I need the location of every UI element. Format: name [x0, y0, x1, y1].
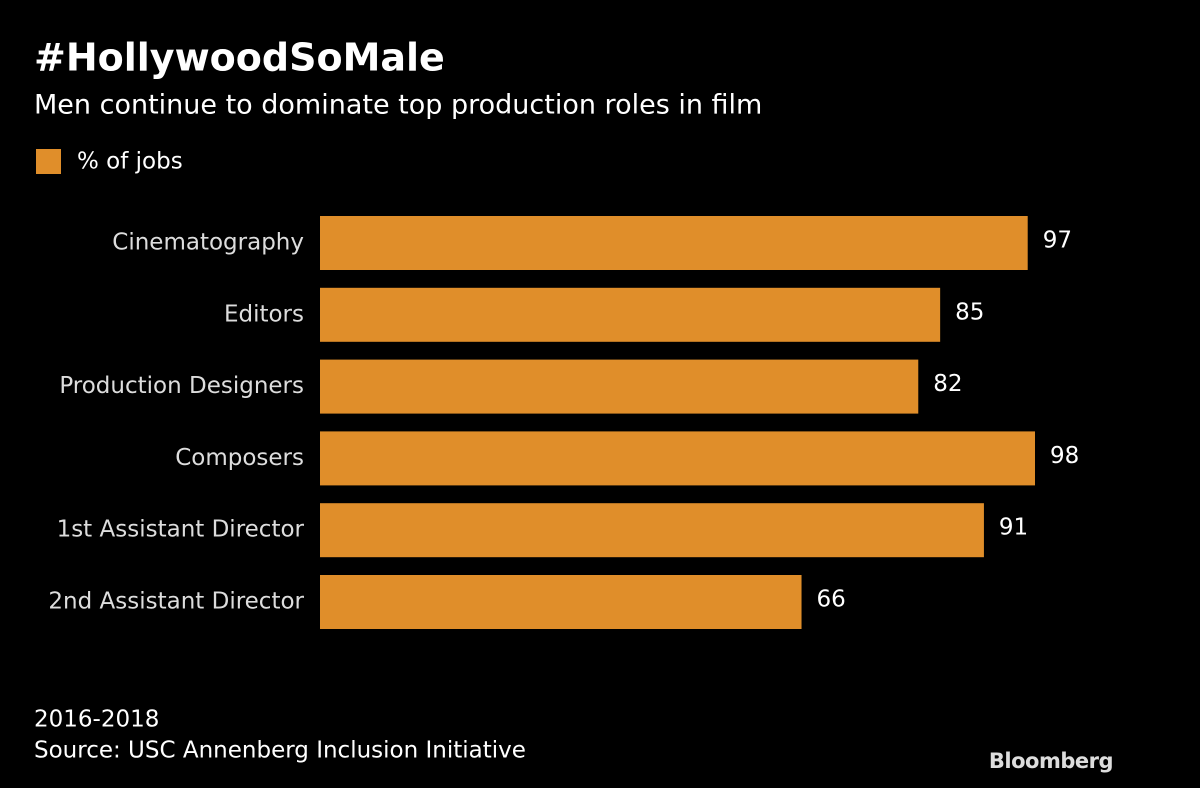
category-label: Production Designers [59, 373, 304, 399]
value-label: 85 [955, 299, 984, 325]
source-note: Source: USC Annenberg Inclusion Initiati… [34, 738, 526, 764]
chart-title: #HollywoodSoMale [34, 36, 445, 80]
value-label: 66 [817, 587, 846, 613]
bar [320, 287, 941, 342]
value-label: 98 [1050, 443, 1079, 469]
bar [320, 575, 802, 629]
value-label: 91 [999, 515, 1028, 541]
category-label: 2nd Assistant Director [48, 589, 304, 615]
period-note: 2016-2018 [34, 707, 159, 733]
brand-logo: Bloomberg [989, 749, 1113, 773]
category-label: 1st Assistant Director [57, 517, 305, 543]
chart-subtitle: Men continue to dominate top production … [34, 90, 762, 121]
bar [320, 431, 1035, 486]
category-label: Composers [175, 445, 304, 471]
legend-label: % of jobs [77, 149, 183, 175]
bar [320, 503, 984, 558]
category-label: Cinematography [112, 230, 304, 256]
category-label: Editors [224, 301, 304, 327]
value-label: 82 [933, 371, 962, 397]
bar [320, 216, 1028, 270]
legend-swatch [36, 149, 61, 174]
value-label: 97 [1043, 228, 1072, 254]
bar [320, 359, 919, 414]
